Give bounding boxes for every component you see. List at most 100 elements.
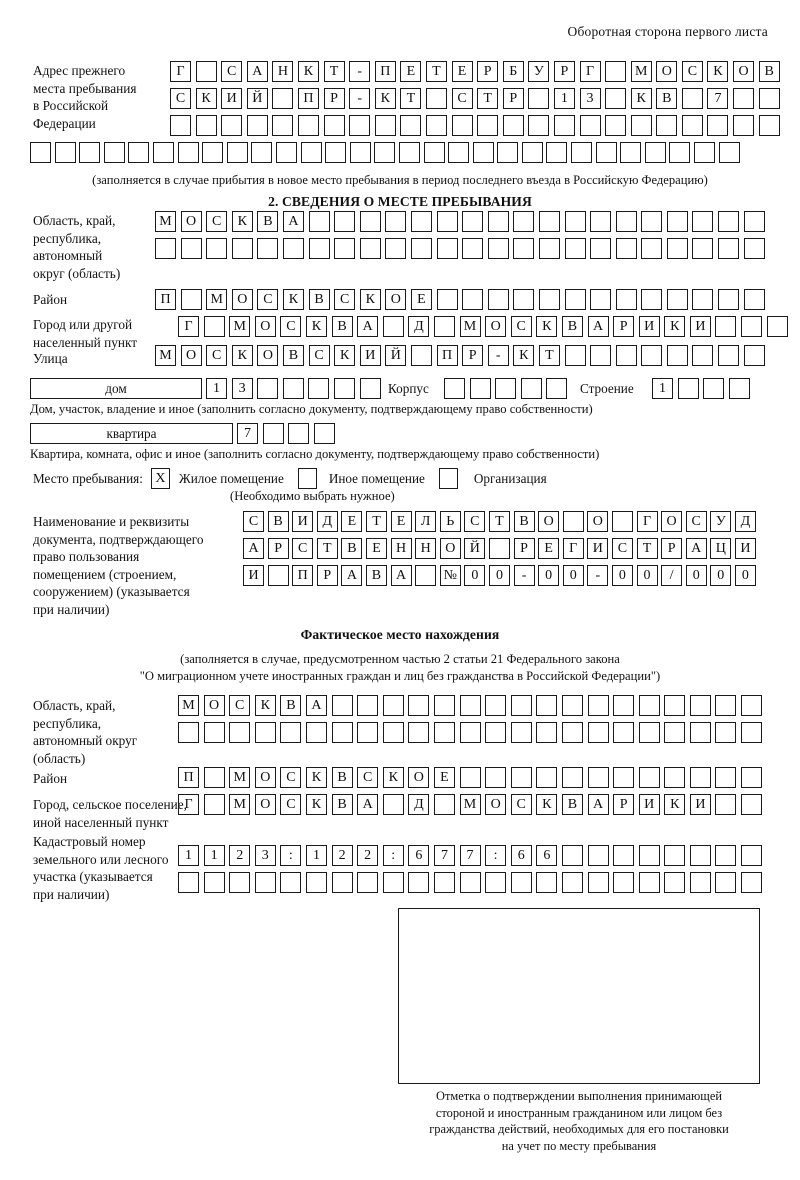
char-cell[interactable] [561, 722, 583, 743]
char-cell[interactable]: Н [390, 538, 412, 559]
char-cell[interactable]: П [297, 88, 319, 109]
char-cell[interactable] [433, 695, 455, 716]
char-cell[interactable] [758, 115, 780, 136]
char-cell[interactable]: К [334, 345, 356, 366]
char-cell[interactable]: 2 [229, 845, 251, 866]
char-cell[interactable] [152, 142, 174, 163]
char-cell[interactable]: В [280, 695, 302, 716]
char-cell[interactable] [382, 695, 404, 716]
char-cell[interactable]: У [710, 511, 732, 532]
char-cell[interactable]: С [681, 61, 703, 82]
char-cell[interactable]: Ц [710, 538, 732, 559]
char-cell[interactable] [587, 722, 609, 743]
char-cell[interactable]: М [155, 211, 176, 232]
char-cell[interactable]: А [357, 316, 379, 337]
char-cell[interactable] [562, 511, 584, 532]
char-cell[interactable]: : [280, 845, 302, 866]
char-cell[interactable] [718, 238, 740, 259]
char-cell[interactable] [666, 238, 688, 259]
char-cell[interactable]: В [308, 289, 330, 310]
char-cell[interactable]: А [587, 794, 609, 815]
char-cell[interactable]: И [221, 88, 243, 109]
char-cell[interactable] [254, 722, 276, 743]
char-cell[interactable]: О [733, 61, 755, 82]
char-cell[interactable] [433, 794, 455, 815]
char-cell[interactable] [561, 767, 583, 788]
char-cell[interactable] [334, 238, 356, 259]
char-cell[interactable] [630, 115, 652, 136]
char-cell[interactable] [313, 423, 335, 444]
char-cell[interactable] [497, 142, 519, 163]
char-cell[interactable] [758, 88, 780, 109]
char-cell[interactable] [282, 238, 304, 259]
char-cell[interactable]: О [656, 61, 678, 82]
char-cell[interactable]: К [513, 345, 535, 366]
char-cell[interactable] [334, 211, 356, 232]
char-cell[interactable]: С [357, 767, 379, 788]
char-cell[interactable] [54, 142, 76, 163]
char-cell[interactable]: - [487, 345, 509, 366]
char-cell[interactable] [300, 142, 322, 163]
char-cell[interactable] [262, 423, 284, 444]
char-cell[interactable] [436, 289, 458, 310]
char-cell[interactable] [462, 289, 484, 310]
char-cell[interactable] [510, 767, 532, 788]
char-cell[interactable] [308, 211, 330, 232]
char-cell[interactable] [664, 695, 686, 716]
char-cell[interactable] [510, 695, 532, 716]
char-cell[interactable]: М [459, 794, 481, 815]
char-cell[interactable]: 2 [331, 845, 353, 866]
char-cell[interactable] [408, 722, 430, 743]
char-cell[interactable]: Е [341, 511, 363, 532]
char-cell[interactable]: И [689, 794, 711, 815]
char-cell[interactable] [641, 289, 663, 310]
char-cell[interactable]: Е [538, 538, 560, 559]
char-cell[interactable]: О [439, 538, 461, 559]
char-cell[interactable]: 1 [652, 378, 673, 399]
char-cell[interactable]: С [280, 794, 302, 815]
char-cell[interactable]: 6 [536, 845, 558, 866]
char-cell[interactable] [359, 211, 381, 232]
char-cell[interactable]: С [510, 316, 532, 337]
char-cell[interactable]: Р [477, 61, 499, 82]
section2-region-row-2[interactable] [155, 238, 769, 259]
char-cell[interactable]: Й [464, 538, 486, 559]
char-cell[interactable] [202, 142, 224, 163]
char-cell[interactable] [415, 565, 437, 586]
char-cell[interactable] [280, 872, 302, 893]
char-cell[interactable] [715, 767, 737, 788]
char-cell[interactable] [692, 238, 714, 259]
char-cell[interactable] [611, 511, 633, 532]
char-cell[interactable] [472, 142, 494, 163]
section3-region-row-2[interactable] [178, 722, 767, 743]
char-cell[interactable] [203, 767, 225, 788]
char-cell[interactable]: 1 [203, 845, 225, 866]
char-cell[interactable]: 3 [579, 88, 601, 109]
char-cell[interactable] [689, 722, 711, 743]
char-cell[interactable] [677, 378, 699, 399]
char-cell[interactable]: 0 [538, 565, 560, 586]
char-cell[interactable]: К [231, 345, 253, 366]
char-cell[interactable] [741, 316, 763, 337]
char-cell[interactable] [331, 872, 353, 893]
char-cell[interactable] [331, 722, 353, 743]
char-cell[interactable]: 6 [510, 845, 532, 866]
char-cell[interactable] [741, 845, 763, 866]
char-cell[interactable] [564, 238, 586, 259]
char-cell[interactable]: К [536, 794, 558, 815]
char-cell[interactable]: : [485, 845, 507, 866]
char-cell[interactable] [561, 845, 583, 866]
char-cell[interactable] [743, 345, 765, 366]
char-cell[interactable] [766, 316, 788, 337]
char-cell[interactable]: Р [502, 88, 524, 109]
char-cell[interactable]: 1 [305, 845, 327, 866]
char-cell[interactable]: В [331, 794, 353, 815]
char-cell[interactable]: : [382, 845, 404, 866]
char-cell[interactable]: В [257, 211, 279, 232]
char-cell[interactable]: О [180, 345, 202, 366]
char-cell[interactable] [715, 695, 737, 716]
char-cell[interactable]: А [305, 695, 327, 716]
char-cell[interactable] [615, 238, 637, 259]
char-cell[interactable] [666, 211, 688, 232]
